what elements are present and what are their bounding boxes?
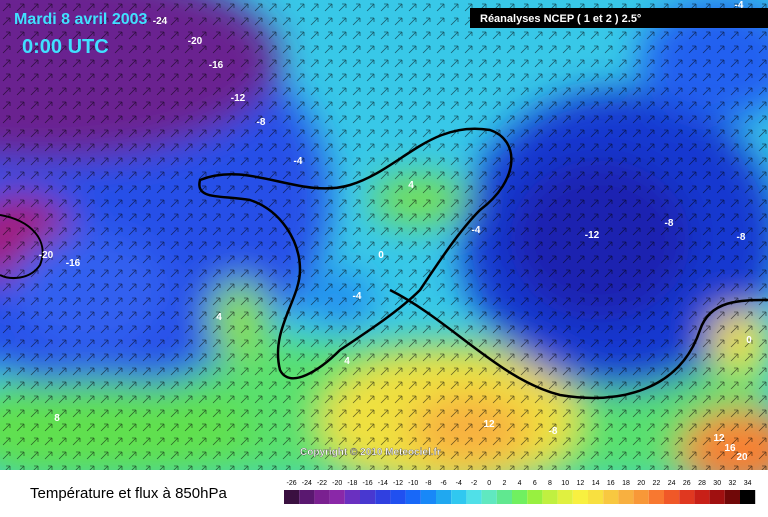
legend-swatch bbox=[451, 490, 467, 504]
legend-swatch bbox=[329, 490, 345, 504]
legend-swatch bbox=[633, 490, 649, 504]
legend-tick: 4 bbox=[518, 480, 522, 487]
legend-swatch bbox=[299, 490, 315, 504]
legend-tick: -18 bbox=[347, 480, 357, 487]
legend-tick: 14 bbox=[592, 480, 600, 487]
contour-label: -24 bbox=[153, 16, 168, 27]
legend-swatch bbox=[679, 490, 695, 504]
map: Réanalyses NCEP ( 1 et 2 ) 2.5° Mardi 8 … bbox=[0, 0, 768, 470]
contour-label: -8 bbox=[257, 117, 266, 128]
legend-tick: -16 bbox=[363, 480, 373, 487]
time-label: 0:00 UTC bbox=[22, 36, 109, 58]
legend-tick: -4 bbox=[456, 480, 462, 487]
contour-label: 8 bbox=[54, 413, 60, 424]
legend-swatch bbox=[344, 490, 360, 504]
contour-label: -16 bbox=[209, 60, 224, 71]
legend-tick: 18 bbox=[622, 480, 630, 487]
legend-tick: -10 bbox=[408, 480, 418, 487]
legend-tick: -20 bbox=[332, 480, 342, 487]
legend-swatch bbox=[557, 490, 573, 504]
contour-label: 16 bbox=[724, 443, 736, 454]
legend-swatch bbox=[724, 490, 740, 504]
legend-swatch bbox=[572, 490, 588, 504]
date-label: Mardi 8 avril 2003 bbox=[14, 11, 148, 28]
contour-label: -20 bbox=[39, 250, 54, 261]
legend-tick: -6 bbox=[440, 480, 446, 487]
contour-label: -16 bbox=[66, 258, 81, 269]
legend-tick: -26 bbox=[287, 480, 297, 487]
legend-tick: 0 bbox=[487, 480, 491, 487]
legend-tick: -14 bbox=[378, 480, 388, 487]
legend-swatch bbox=[496, 490, 512, 504]
legend-swatch bbox=[664, 490, 680, 504]
contour-label: -8 bbox=[737, 232, 746, 243]
legend: -26 -24 -22 -20 -18 -16 -14 -12 -10 -8 -6 -4 -2 0 2 4 6 8… bbox=[284, 480, 756, 504]
contour-label: 4 bbox=[344, 356, 350, 367]
legend-tick: -24 bbox=[302, 480, 312, 487]
legend-tick: 6 bbox=[533, 480, 537, 487]
legend-tick: 30 bbox=[713, 480, 721, 487]
legend-tick: 26 bbox=[683, 480, 691, 487]
legend-swatch bbox=[542, 490, 558, 504]
legend-tick: 22 bbox=[653, 480, 661, 487]
contour-labels: -24 -20 -16 -12 -8 -4 4 -4 0 -4 -20 -16 4 4 8 12 -8 -12 -8… bbox=[39, 0, 752, 463]
contour-label: -4 bbox=[472, 225, 481, 236]
contour-label: -20 bbox=[188, 36, 203, 47]
legend-tick: 32 bbox=[729, 480, 737, 487]
contour-label: -4 bbox=[294, 156, 303, 167]
contour-label: 12 bbox=[713, 433, 725, 444]
contour-label: 4 bbox=[408, 180, 414, 191]
contour-label: 4 bbox=[216, 312, 222, 323]
contour-label: -4 bbox=[353, 291, 362, 302]
contour-label: 0 bbox=[378, 250, 384, 261]
legend-swatch bbox=[603, 490, 619, 504]
copyright: Copyright © 2010 Meteociel.fr bbox=[300, 447, 441, 458]
legend-tick: -22 bbox=[317, 480, 327, 487]
legend-swatch bbox=[618, 490, 634, 504]
legend-swatch bbox=[694, 490, 710, 504]
legend-swatch bbox=[588, 490, 604, 504]
legend-tick: -2 bbox=[471, 480, 477, 487]
legend-swatch bbox=[284, 490, 300, 504]
legend-tick: 2 bbox=[502, 480, 506, 487]
contour-label: 20 bbox=[736, 452, 748, 463]
legend-tick: 20 bbox=[637, 480, 645, 487]
legend-swatch bbox=[360, 490, 376, 504]
contour-label: 12 bbox=[483, 419, 495, 430]
legend-swatch bbox=[390, 490, 406, 504]
legend-tick: 24 bbox=[668, 480, 676, 487]
contour-label: 0 bbox=[746, 335, 752, 346]
legend-tick: -12 bbox=[393, 480, 403, 487]
legend-swatch bbox=[527, 490, 543, 504]
legend-swatch bbox=[481, 490, 497, 504]
footer-title: Température et flux à 850hPa bbox=[30, 485, 227, 502]
legend-tick: 28 bbox=[698, 480, 706, 487]
legend-swatch bbox=[740, 490, 756, 504]
legend-swatch bbox=[420, 490, 436, 504]
legend-tick: 34 bbox=[744, 480, 752, 487]
legend-swatch bbox=[405, 490, 421, 504]
legend-swatch bbox=[709, 490, 725, 504]
legend-swatch bbox=[512, 490, 528, 504]
legend-swatch bbox=[648, 490, 664, 504]
legend-swatch bbox=[466, 490, 482, 504]
contour-label: -12 bbox=[585, 230, 600, 241]
legend-tick: 10 bbox=[561, 480, 569, 487]
contour-label: -4 bbox=[735, 0, 744, 11]
contour-label: -8 bbox=[665, 218, 674, 229]
legend-swatch bbox=[375, 490, 391, 504]
legend-swatch bbox=[314, 490, 330, 504]
legend-swatch bbox=[436, 490, 452, 504]
contour-label: -12 bbox=[231, 93, 246, 104]
legend-tick: 12 bbox=[577, 480, 585, 487]
legend-tick: 8 bbox=[548, 480, 552, 487]
legend-tick: 16 bbox=[607, 480, 615, 487]
contour-label: -8 bbox=[549, 426, 558, 437]
source-label: Réanalyses NCEP ( 1 et 2 ) 2.5° bbox=[480, 13, 641, 25]
legend-tick: -8 bbox=[425, 480, 431, 487]
